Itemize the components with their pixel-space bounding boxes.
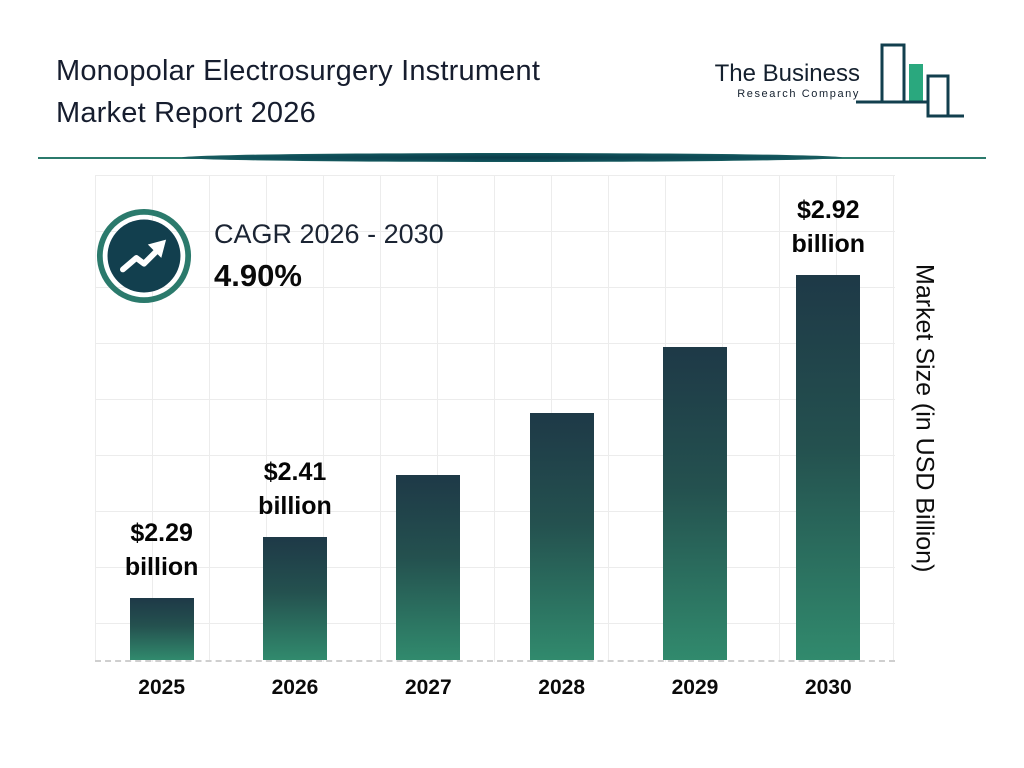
page-title: Monopolar Electrosurgery Instrument Mark… — [56, 50, 540, 134]
bar-slot: $2.29 billion — [95, 175, 228, 660]
company-logo-text: The Business Research Company — [714, 60, 860, 101]
bar-value-label-2026: $2.41 billion — [258, 458, 332, 520]
cagr-text: CAGR 2026 - 2030 4.90% — [214, 219, 444, 294]
bar-2029 — [662, 347, 727, 660]
bar-2025 — [129, 598, 194, 660]
bar-2027 — [396, 475, 461, 660]
company-subname: Research Company — [737, 88, 860, 100]
divider-lens — [182, 153, 842, 162]
bar-chart-logo-icon — [856, 43, 964, 118]
x-axis-label-2025: 2025 — [138, 676, 186, 699]
bar-slot: $2.92 billion — [762, 175, 895, 660]
page-title-line1: Monopolar Electrosurgery Instrument — [56, 55, 541, 87]
bar-slot: $2.41 billion — [228, 175, 361, 660]
bars-container: $2.29 billion $2.41 billion $2.92 billion — [95, 175, 895, 660]
trend-up-arrow-icon — [96, 208, 192, 304]
x-axis-labels: 2025 2026 2027 2028 2029 2030 — [95, 676, 895, 700]
cagr-label: CAGR 2026 - 2030 — [214, 218, 444, 249]
page-title-line2: Market Report 2026 — [56, 97, 316, 129]
x-axis-label-2026: 2026 — [271, 676, 319, 699]
x-axis-label-2027: 2027 — [404, 676, 452, 699]
x-axis-label-2028: 2028 — [538, 676, 585, 699]
bar-2026 — [262, 537, 327, 660]
bar-value-label-2030: $2.92 billion — [791, 196, 866, 258]
bar-slot — [495, 175, 628, 660]
company-logo: The Business Research Company — [715, 40, 966, 126]
cagr-block: CAGR 2026 - 2030 4.90% — [96, 208, 444, 304]
bar-slot — [628, 175, 761, 660]
bar-slot — [362, 175, 495, 660]
bar-value-label-2025: $2.29 billion — [124, 519, 199, 581]
header-divider — [38, 152, 986, 164]
bar-2028 — [529, 413, 594, 660]
bar-chart-area: $2.29 billion $2.41 billion $2.92 billion — [95, 175, 895, 662]
x-axis-label-2029: 2029 — [671, 676, 719, 699]
x-axis-label-2030: 2030 — [804, 676, 852, 699]
y-axis-label: Market Size (in USD Billion) — [910, 264, 939, 573]
cagr-value: 4.90% — [214, 257, 302, 293]
company-name: The Business — [714, 60, 860, 87]
bar-2030 — [796, 275, 861, 660]
